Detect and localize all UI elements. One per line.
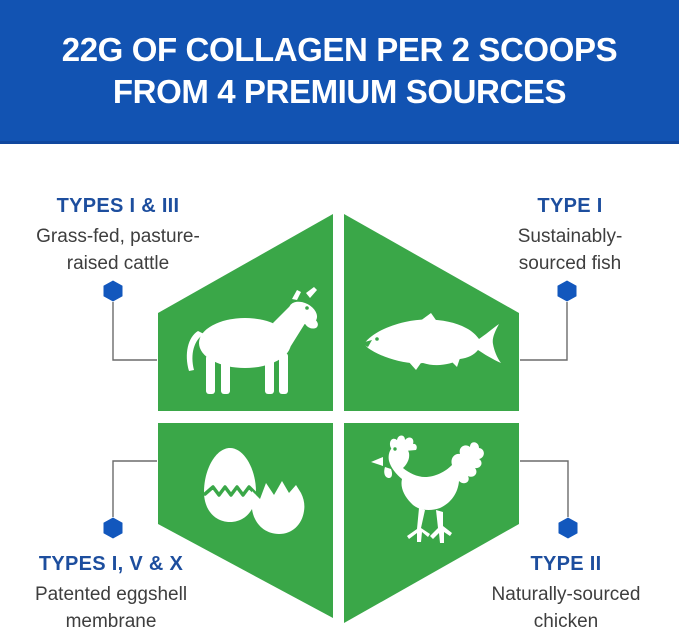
eggshell-icon xyxy=(203,448,305,534)
source-description-line: Naturally-sourced xyxy=(491,584,641,605)
connector-top-right xyxy=(520,302,568,361)
source-label-cattle: TYPES I & III Grass-fed, pasture- raised… xyxy=(8,194,228,277)
hexagon-bullet-top-left xyxy=(103,280,123,302)
source-description-line: Patented eggshell xyxy=(34,584,188,605)
hexagon-quadrant-top-right xyxy=(344,214,519,411)
hexagon-bullet-top-right xyxy=(557,280,577,302)
source-label-fish: TYPE I Sustainably- sourced fish xyxy=(460,194,679,277)
eggshell-crack xyxy=(203,485,257,497)
connector-bottom-left xyxy=(112,460,157,517)
fish-icon xyxy=(361,313,501,370)
source-description-line: Sustainably- xyxy=(517,226,623,247)
hexagon-quadrant-bottom-left xyxy=(158,423,333,618)
connector-bottom-right xyxy=(520,460,569,517)
hexagon-bullet-bottom-right xyxy=(558,517,578,539)
fish-mouth xyxy=(361,340,372,347)
header-title-line1: 22G OF COLLAGEN PER 2 SCOOPS xyxy=(61,30,618,68)
hexagon-bullet-bottom-left xyxy=(103,517,123,539)
hexagon-quadrant-top-left xyxy=(158,214,333,411)
source-label-chicken: TYPE II Naturally-sourced chicken xyxy=(455,552,677,635)
source-description-line: membrane xyxy=(65,611,157,632)
header-banner: 22G OF COLLAGEN PER 2 SCOOPS FROM 4 PREM… xyxy=(0,0,679,144)
chicken-eye xyxy=(393,447,397,451)
fish-eye xyxy=(375,337,379,341)
cow-eye xyxy=(305,306,309,310)
source-description-line: Grass-fed, pasture- xyxy=(36,226,200,247)
source-label-eggshell: TYPES I, V & X Patented eggshell membran… xyxy=(0,552,222,635)
collagen-type-label: TYPE II xyxy=(530,553,602,575)
source-description-line: chicken xyxy=(533,611,599,632)
collagen-type-label: TYPES I & III xyxy=(56,195,180,217)
collagen-type-label: TYPES I, V & X xyxy=(38,553,184,575)
collagen-type-label: TYPE I xyxy=(537,195,603,217)
source-description-line: raised cattle xyxy=(66,253,170,274)
cow-icon xyxy=(186,287,318,394)
source-description-line: sourced fish xyxy=(518,253,622,274)
connector-top-left xyxy=(112,302,157,361)
chicken-icon xyxy=(371,435,484,543)
header-title-line2: FROM 4 PREMIUM SOURCES xyxy=(112,72,567,110)
